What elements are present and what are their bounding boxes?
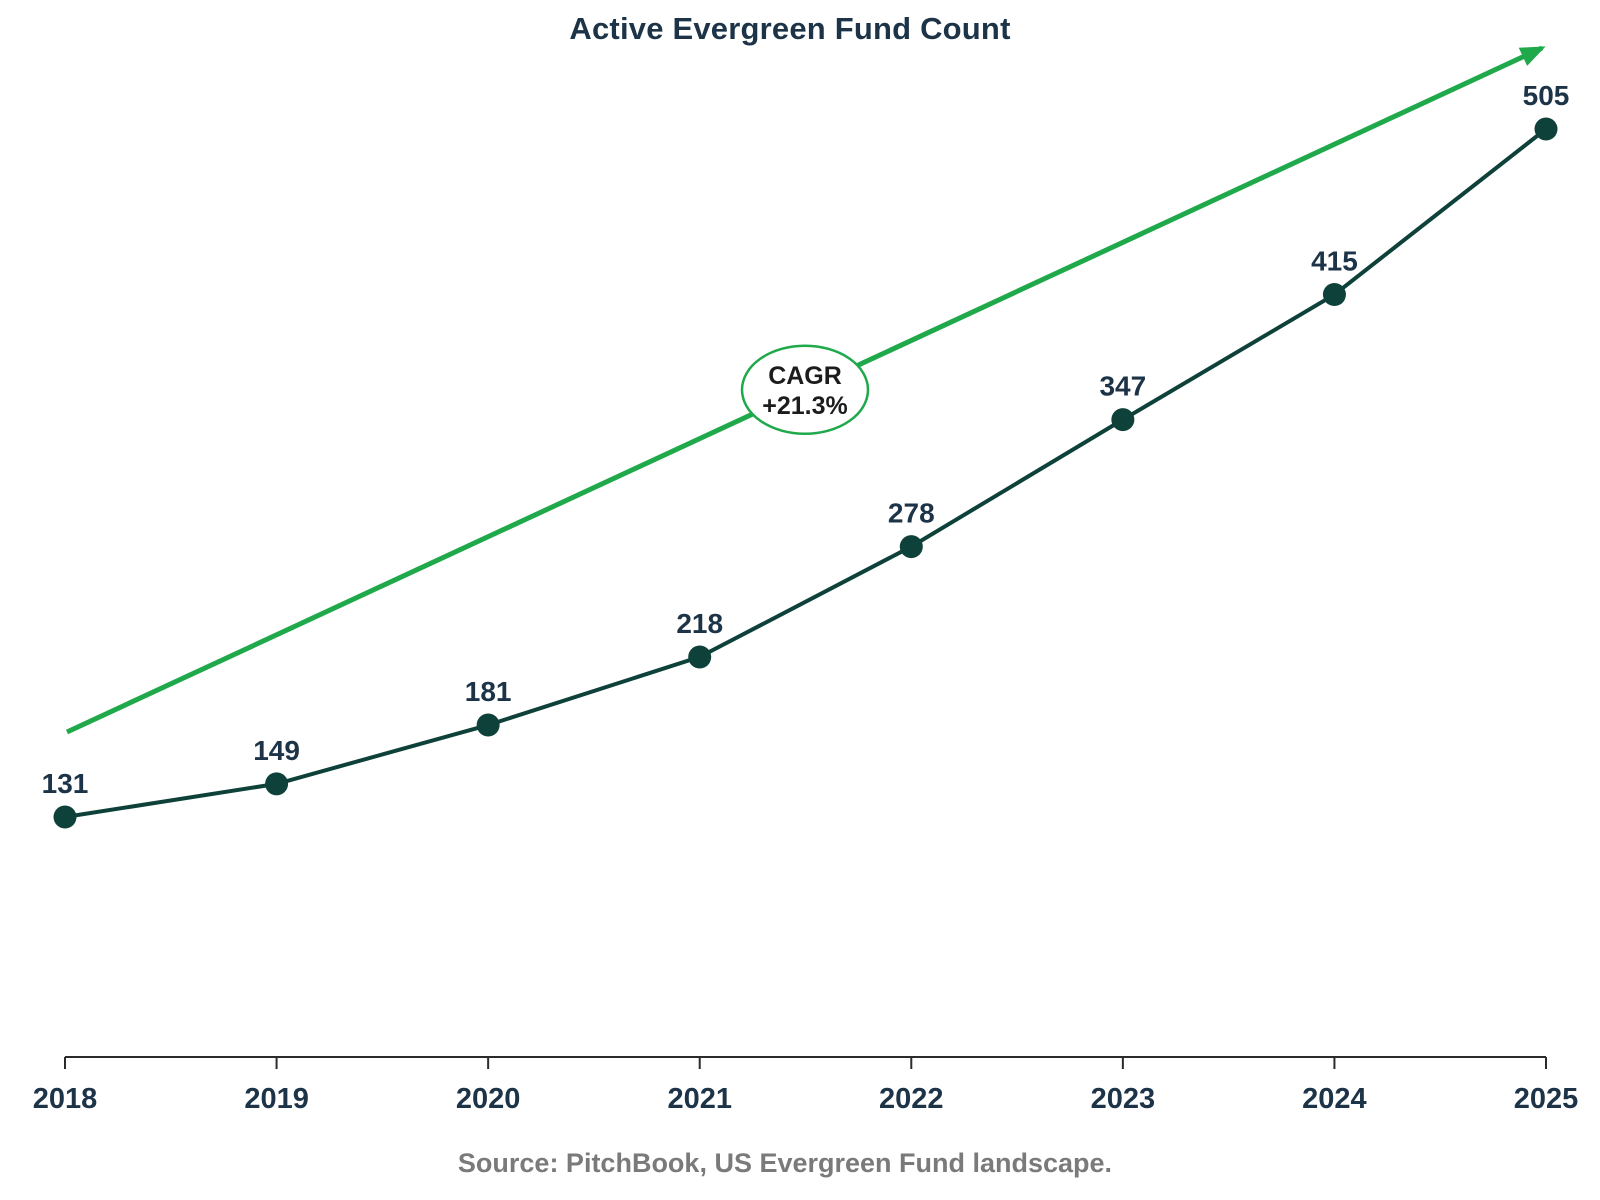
data-point	[265, 772, 289, 796]
x-axis-label: 2021	[667, 1083, 732, 1115]
chart-title: Active Evergreen Fund Count	[569, 11, 1011, 46]
x-axis-label: 2019	[244, 1083, 309, 1115]
data-point	[688, 645, 712, 669]
data-point-label: 278	[888, 498, 935, 529]
x-axis-label: 2024	[1302, 1083, 1367, 1115]
cagr-badge-line2: +21.3%	[762, 392, 848, 420]
data-point	[1111, 408, 1135, 432]
data-point	[1534, 117, 1558, 141]
data-point-label: 131	[42, 768, 89, 799]
data-point-label: 347	[1099, 371, 1146, 402]
data-point-label: 149	[253, 735, 300, 766]
data-point-label: 505	[1523, 80, 1570, 111]
data-point	[1322, 283, 1346, 307]
data-point	[53, 805, 77, 829]
fund-count-line	[64, 127, 1548, 819]
data-point	[476, 713, 500, 737]
data-point	[899, 535, 923, 559]
data-point-label: 181	[465, 676, 512, 707]
x-axis-label: 2018	[33, 1083, 98, 1115]
data-point-label: 218	[676, 608, 723, 639]
x-axis-label: 2022	[879, 1083, 944, 1115]
cagr-badge-line1: CAGR	[768, 362, 842, 390]
data-point-label: 415	[1311, 246, 1358, 277]
source-caption: Source: PitchBook, US Evergreen Fund lan…	[457, 1148, 1113, 1178]
x-axis-label: 2023	[1091, 1083, 1156, 1115]
x-axis-label: 2020	[456, 1083, 521, 1115]
cagr-badge	[740, 344, 870, 436]
x-axis-label: 2025	[1514, 1083, 1579, 1115]
